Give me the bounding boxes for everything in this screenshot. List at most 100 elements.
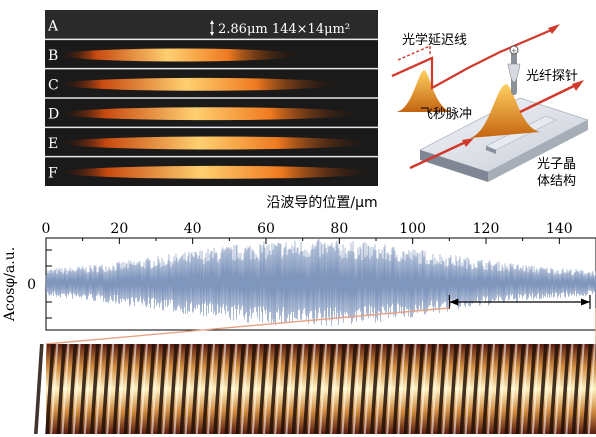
x-tick-label: 20 xyxy=(110,221,128,237)
fringe-dark xyxy=(370,344,380,434)
fringe-dark xyxy=(213,344,223,434)
fringe-bright xyxy=(274,344,283,434)
fringe-dark xyxy=(134,344,145,434)
fringe-bright xyxy=(363,344,372,434)
fringe-image xyxy=(34,344,596,434)
y-tick-label-0: 0 xyxy=(27,277,36,293)
fringe-bright xyxy=(139,344,148,434)
fringe-dark xyxy=(325,344,335,434)
svg-text:+: + xyxy=(511,47,517,55)
fringe-dark xyxy=(571,344,582,434)
femtosecond-pulse-left xyxy=(396,70,452,112)
fringe-bright xyxy=(95,344,103,434)
fringe-bright xyxy=(498,344,507,434)
fiber-probe-label: 光纤探针 xyxy=(526,69,578,84)
fringe-bright xyxy=(487,344,495,434)
fringe-dark xyxy=(347,344,358,434)
fringe-bright xyxy=(50,344,59,434)
strip-letter: B xyxy=(48,48,58,64)
fringe-bright xyxy=(397,344,406,434)
fringe-bright xyxy=(375,344,383,434)
fringe-dark xyxy=(482,344,492,434)
fringe-dark xyxy=(526,344,537,434)
fringe-bright xyxy=(72,344,81,434)
fringe-bright xyxy=(475,344,484,434)
strip-letter: D xyxy=(48,107,59,123)
beam-strip xyxy=(60,48,300,62)
fringe-bright xyxy=(520,344,529,434)
fringe-dark xyxy=(358,344,369,434)
scale-bar xyxy=(210,20,214,36)
fringe-bright xyxy=(330,344,339,434)
fringe-dark xyxy=(448,344,458,434)
x-tick-label: 60 xyxy=(257,221,275,237)
fringe-bright xyxy=(431,344,439,434)
femtosecond-pulse-label: 飞秒脉冲 xyxy=(420,107,472,122)
fringe-dark xyxy=(56,344,66,434)
fringe-bright xyxy=(128,344,137,434)
fringe-dark xyxy=(179,344,190,434)
fringe-bright xyxy=(39,344,47,434)
beam-strip xyxy=(60,136,370,150)
delay-line-label: 光学延迟线 xyxy=(402,32,467,48)
fringe-dark xyxy=(269,344,279,434)
fringe-bright xyxy=(319,344,327,434)
fringe-bright xyxy=(173,344,182,434)
fringe-dark xyxy=(67,344,78,434)
fringe-bright xyxy=(83,344,92,434)
fringe-dark xyxy=(258,344,268,434)
fringe-bright xyxy=(106,344,115,434)
fringe-bright xyxy=(531,344,540,434)
fringe-dark xyxy=(582,344,593,434)
y-axis-label: Acosφ/a.u. xyxy=(2,247,18,322)
photonic-crystal-label-line2: 体结构 xyxy=(537,174,576,189)
x-tick-label: 120 xyxy=(473,221,500,237)
fringe-dark xyxy=(168,344,178,434)
fringe-dark xyxy=(538,344,548,434)
strip-letter: E xyxy=(48,136,58,152)
fringe-dark xyxy=(504,344,514,434)
fringe-bright xyxy=(229,344,238,434)
fringe-dark xyxy=(437,344,447,434)
fringe-dark xyxy=(381,344,391,434)
fringe-bright xyxy=(151,344,159,434)
fringe-bright xyxy=(352,344,361,434)
fringe-dark xyxy=(392,344,402,434)
signal-trace xyxy=(45,239,596,327)
fringe-bright xyxy=(509,344,518,434)
fringe-dark xyxy=(414,344,425,434)
fringe-dark xyxy=(470,344,481,434)
fringe-dark xyxy=(459,344,470,434)
x-tick-label: 80 xyxy=(330,221,348,237)
strip-letter: A xyxy=(47,19,59,35)
fringe-dark xyxy=(45,344,55,434)
x-tick-label: 40 xyxy=(184,221,202,237)
fringe-bright xyxy=(587,344,596,434)
fringe-bright xyxy=(453,344,462,434)
fringe-bright xyxy=(117,344,126,434)
fringe-bright xyxy=(162,344,171,434)
fringe-bright xyxy=(285,344,294,434)
fringe-bright xyxy=(419,344,428,434)
fringe-bright xyxy=(61,344,70,434)
fringe-dark xyxy=(202,344,212,434)
strip-letter: F xyxy=(48,165,58,181)
fringe-dark xyxy=(235,344,246,434)
fringe-dark xyxy=(157,344,167,434)
beam-path xyxy=(391,26,579,170)
chart: 沿波导的位置/μm 0 20 40 60 80 100 120 140 0 Acosφ/a.u… xyxy=(2,195,596,331)
beam-strip xyxy=(60,107,360,121)
fringe-bright xyxy=(296,344,305,434)
fringe-dark xyxy=(246,344,257,434)
fringe-dark xyxy=(78,344,89,434)
fringe-dark xyxy=(280,344,290,434)
fringe-dark xyxy=(112,344,122,434)
fringe-dark xyxy=(224,344,234,434)
fringe-bright xyxy=(251,344,260,434)
fringe-dark xyxy=(190,344,201,434)
fringe-dark xyxy=(34,344,44,434)
fringe-bright xyxy=(195,344,204,434)
x-tick-label: 0 xyxy=(42,221,51,237)
